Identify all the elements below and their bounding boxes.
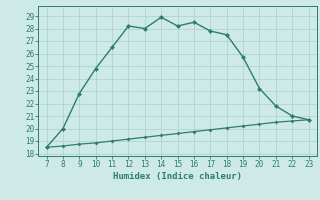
X-axis label: Humidex (Indice chaleur): Humidex (Indice chaleur) — [113, 172, 242, 181]
